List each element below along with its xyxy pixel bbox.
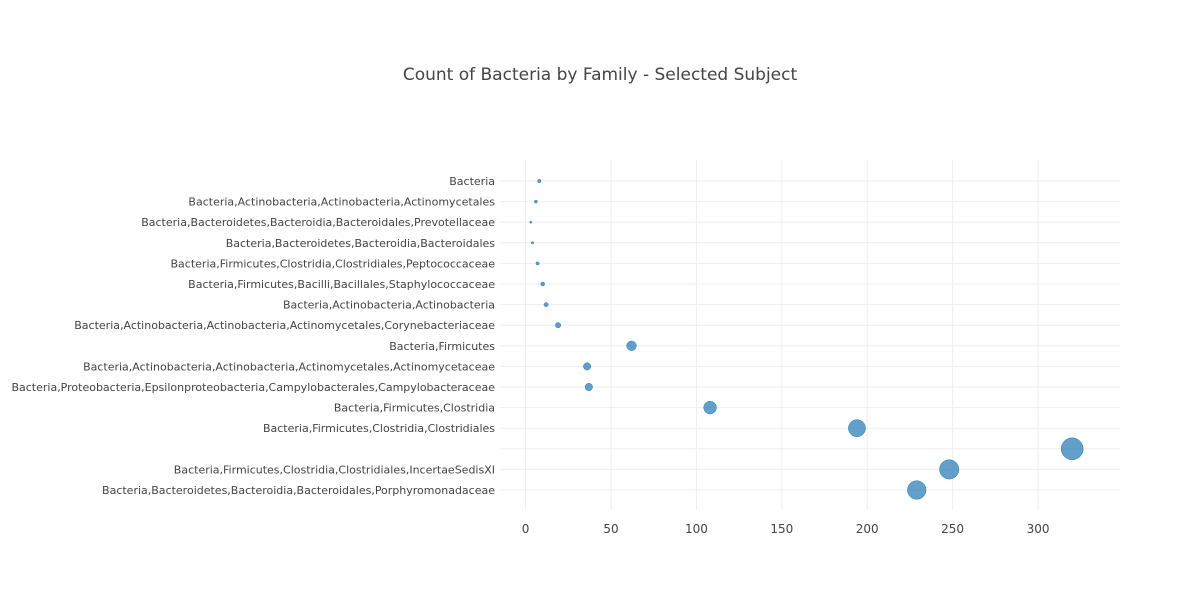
y-tick-label: Bacteria,Firmicutes,Clostridia <box>334 402 495 415</box>
data-point[interactable] <box>848 419 866 438</box>
data-point[interactable] <box>555 322 562 329</box>
data-point[interactable] <box>1060 437 1084 461</box>
plot-area: 0 50 100 150 200 250 300 Bacteria Bacteria,Actin… <box>11 160 1120 536</box>
x-tick-label: 250 <box>941 522 964 536</box>
y-tick-label: Bacteria,Bacteroidetes,Bacteroidia,Bacte… <box>102 484 495 497</box>
data-point[interactable] <box>534 199 538 204</box>
data-point[interactable] <box>907 480 927 500</box>
x-tick-label: 100 <box>685 522 708 536</box>
x-tick-label: 50 <box>603 522 618 536</box>
data-point[interactable] <box>537 179 542 183</box>
data-point[interactable] <box>626 340 637 351</box>
y-tick-label: Bacteria,Firmicutes <box>389 340 495 353</box>
y-tick-label: Bacteria <box>449 175 495 188</box>
data-point[interactable] <box>530 241 534 245</box>
y-tick-label: Bacteria,Actinobacteria,Actinobacteria <box>283 299 495 312</box>
data-point[interactable] <box>543 302 549 307</box>
y-tick-label: Bacteria,Firmicutes,Clostridia,Clostridi… <box>174 463 495 476</box>
data-point[interactable] <box>583 362 592 371</box>
x-tick-label: 300 <box>1027 522 1050 536</box>
y-tick-label: Bacteria,Firmicutes,Clostridia,Clostridi… <box>171 257 496 270</box>
y-tick-label: Bacteria,Actinobacteria,Actinobacteria,A… <box>188 196 495 209</box>
x-tick-label: 0 <box>522 522 530 536</box>
y-tick-label: Bacteria,Bacteroidetes,Bacteroidia,Bacte… <box>141 216 495 229</box>
y-tick-label: Bacteria,Proteobacteria,Epsilonproteobac… <box>11 381 495 394</box>
y-tick-label: Bacteria,Actinobacteria,Actinobacteria,A… <box>83 360 495 373</box>
y-tick-label: Bacteria,Bacteroidetes,Bacteroidia,Bacte… <box>226 237 496 250</box>
x-tick-label: 200 <box>856 522 879 536</box>
data-point[interactable] <box>535 261 540 266</box>
x-tick-label: 150 <box>770 522 793 536</box>
data-point[interactable] <box>584 383 593 391</box>
y-tick-label: Bacteria,Firmicutes,Bacilli,Bacillales,S… <box>188 278 495 291</box>
y-tick-label: Bacteria,Firmicutes,Clostridia,Clostridi… <box>263 422 495 435</box>
chart-title: Count of Bacteria by Family - Selected S… <box>403 65 798 85</box>
data-point[interactable] <box>939 459 960 480</box>
data-point[interactable] <box>703 400 717 415</box>
y-tick-label: Bacteria,Actinobacteria,Actinobacteria,A… <box>74 319 495 332</box>
data-point[interactable] <box>540 281 545 287</box>
data-point[interactable] <box>529 220 533 224</box>
